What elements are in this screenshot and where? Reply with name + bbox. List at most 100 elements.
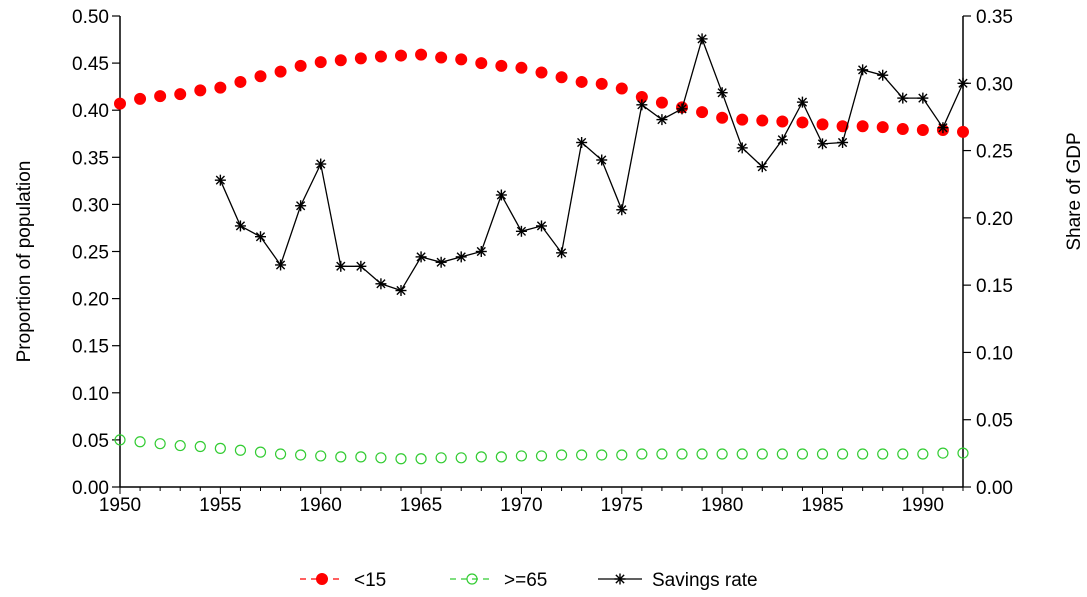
data-point — [295, 200, 307, 212]
data-point — [214, 442, 226, 454]
data-point — [816, 118, 829, 131]
data-point — [816, 448, 829, 460]
star-stroke — [275, 260, 286, 270]
data-point — [636, 99, 648, 111]
data-point — [776, 115, 789, 128]
data-point — [134, 436, 146, 448]
data-point — [475, 57, 488, 70]
data-point — [355, 451, 367, 463]
data-point — [255, 231, 266, 243]
x-tick-label: 1950 — [99, 495, 141, 516]
x-tick-label: 1960 — [300, 495, 342, 516]
y2-tick-label: 0.00 — [976, 478, 1013, 499]
data-point — [455, 251, 467, 263]
star-stroke — [456, 252, 466, 262]
data-point — [957, 77, 969, 89]
star-stroke — [958, 78, 968, 88]
star-stroke — [878, 70, 888, 80]
data-point — [736, 113, 749, 126]
data-point — [916, 123, 929, 136]
data-point — [435, 256, 447, 268]
data-point — [796, 116, 809, 129]
data-point — [877, 69, 889, 81]
y-tick-label: 0.30 — [72, 195, 109, 216]
data-point — [656, 448, 668, 460]
data-point — [575, 75, 588, 88]
data-point — [676, 103, 688, 115]
data-point — [214, 81, 227, 94]
y-tick-label: 0.10 — [72, 384, 109, 405]
y-tick-label: 0.40 — [72, 101, 109, 122]
star-stroke — [316, 159, 326, 169]
data-point — [696, 448, 708, 460]
y-tick-label: 0.20 — [72, 290, 109, 311]
data-point — [596, 154, 608, 166]
data-point — [174, 88, 187, 101]
data-point — [515, 225, 527, 237]
star-stroke — [837, 137, 848, 148]
star-stroke — [436, 257, 446, 267]
data-point — [957, 447, 969, 459]
data-point — [294, 59, 307, 72]
data-point — [716, 448, 728, 460]
x-tick-label: 1990 — [902, 495, 944, 516]
star-stroke — [777, 135, 787, 145]
data-point — [495, 451, 507, 463]
data-point — [335, 451, 347, 463]
y2-tick-label: 0.35 — [976, 7, 1013, 28]
data-point — [194, 84, 207, 97]
data-point — [896, 123, 909, 136]
data-point — [796, 448, 809, 460]
axes: 0.00 0.05 0.10 0.15 0.20 0.25 0.30 0.35 0.40 0.45… — [72, 7, 1013, 516]
data-point — [154, 90, 167, 103]
star-stroke — [536, 221, 547, 231]
data-point — [937, 122, 949, 134]
data-point — [756, 114, 769, 127]
star-stroke — [496, 190, 506, 200]
star-stroke — [797, 97, 808, 107]
data-point — [374, 50, 387, 63]
data-point — [114, 434, 126, 446]
x-tick-label: 1985 — [801, 495, 843, 516]
data-point — [756, 161, 768, 173]
data-point — [515, 61, 528, 74]
y2-tick-label: 0.15 — [976, 276, 1013, 297]
data-point — [696, 106, 709, 119]
plot-area — [114, 33, 969, 465]
x-tick-label: 1965 — [400, 495, 442, 516]
data-point — [234, 220, 246, 232]
y-tick-label: 0.05 — [72, 431, 109, 452]
x-tick-label: 1970 — [500, 495, 542, 516]
data-point — [315, 450, 327, 462]
y2-tick-label: 0.10 — [976, 343, 1013, 364]
star-stroke — [356, 261, 366, 271]
data-point — [576, 136, 588, 148]
data-point — [275, 259, 287, 271]
star-stroke — [898, 93, 908, 103]
y2-tick-label: 0.30 — [976, 74, 1013, 95]
data-point — [475, 451, 487, 463]
star-stroke — [235, 221, 246, 231]
data-point — [435, 51, 448, 64]
star-stroke — [376, 279, 386, 289]
data-point — [656, 114, 668, 126]
data-point — [616, 204, 628, 216]
data-point — [776, 448, 788, 460]
star-stroke — [717, 88, 727, 98]
data-point — [897, 92, 909, 104]
star-stroke — [757, 162, 767, 172]
star-stroke — [615, 574, 625, 584]
data-point — [917, 448, 929, 460]
data-point — [576, 449, 588, 461]
data-point — [897, 448, 909, 460]
data-point — [857, 64, 869, 76]
data-point — [937, 447, 949, 459]
y-tick-label: 0.00 — [72, 478, 109, 499]
y-tick-label: 0.15 — [72, 337, 109, 358]
data-point — [194, 440, 206, 453]
legend-item: >=65 — [450, 570, 547, 591]
data-point — [796, 96, 808, 108]
y2-tick-label: 0.05 — [976, 411, 1013, 432]
y-tick-label: 0.35 — [72, 148, 109, 169]
